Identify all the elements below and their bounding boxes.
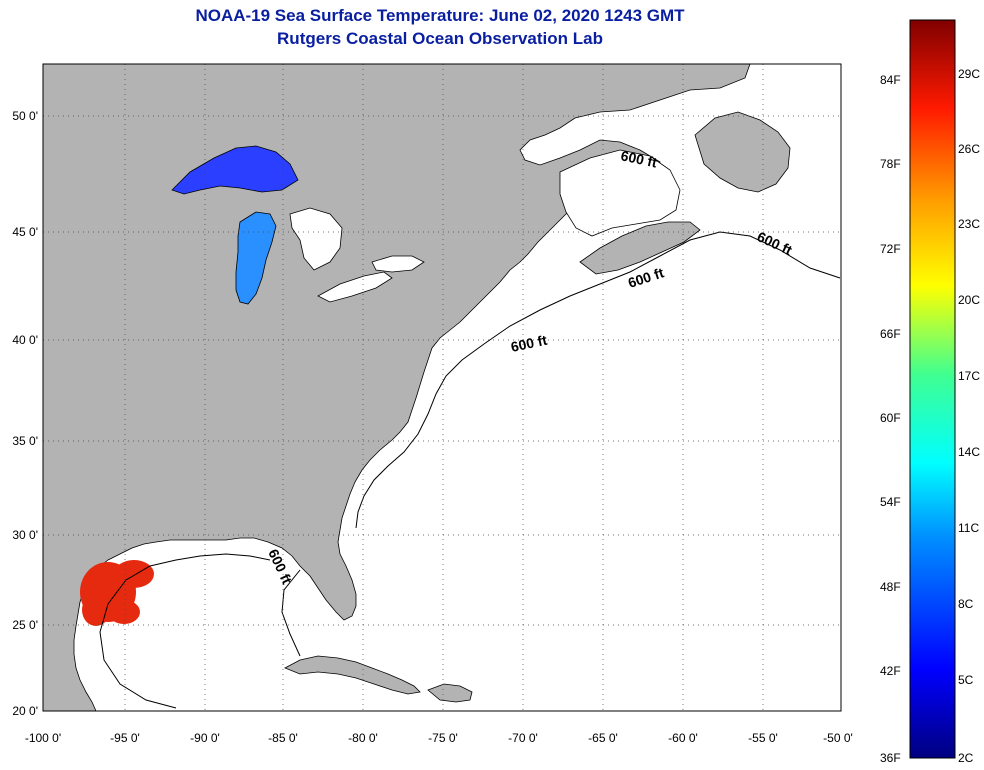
land-hispaniola (427, 683, 473, 703)
c-label-8: 8C (958, 597, 974, 611)
contour-label-1: 600 ft (619, 147, 658, 170)
lon-label-95: -95 0' (110, 731, 140, 745)
lat-label-40: 40 0' (12, 333, 38, 347)
map-subtitle: Rutgers Coastal Ocean Observation Lab (277, 29, 603, 48)
c-label-14: 14C (958, 445, 980, 459)
f-label-54: 54F (880, 495, 901, 509)
lon-label-100: -100 0' (25, 731, 61, 745)
colorbar-fahrenheit-labels: 84F 78F 72F 66F 60F 54F 48F 42F 36F (880, 73, 901, 765)
f-label-78: 78F (880, 157, 901, 171)
lon-label-75: -75 0' (428, 731, 458, 745)
map-frame (42, 63, 842, 712)
lon-label-55: -55 0' (748, 731, 778, 745)
lon-label-80: -80 0' (348, 731, 378, 745)
lake-superior (171, 145, 299, 195)
f-label-42: 42F (880, 664, 901, 678)
lon-label-90: -90 0' (190, 731, 220, 745)
lat-label-30: 30 0' (12, 528, 38, 542)
f-label-66: 66F (880, 327, 901, 341)
sst-warm-patch (80, 560, 154, 626)
map-grid (43, 64, 841, 711)
bathymetry-contour-600ft (355, 231, 841, 529)
f-label-60: 60F (880, 411, 901, 425)
lake-michigan (235, 211, 277, 305)
lake-ontario (371, 255, 425, 273)
f-label-48: 48F (880, 580, 901, 594)
c-label-2: 2C (958, 751, 974, 765)
f-label-36: 36F (880, 751, 901, 765)
c-label-29: 29C (958, 67, 980, 81)
lat-label-35: 35 0' (12, 434, 38, 448)
lon-label-60: -60 0' (668, 731, 698, 745)
c-label-5: 5C (958, 673, 974, 687)
c-label-17: 17C (958, 369, 980, 383)
lake-erie (317, 271, 393, 303)
c-label-26: 26C (958, 142, 980, 156)
bathymetry-contour-gulf (99, 553, 301, 709)
c-label-20: 20C (958, 293, 980, 307)
lat-label-20: 20 0' (12, 704, 38, 718)
lon-label-85: -85 0' (268, 731, 298, 745)
map-title: NOAA-19 Sea Surface Temperature: June 02… (195, 6, 685, 25)
land-nova-scotia (579, 221, 701, 275)
land-cuba (284, 655, 421, 695)
c-label-11: 11C (958, 521, 979, 535)
lon-label-70: -70 0' (508, 731, 538, 745)
lake-huron (289, 207, 343, 271)
lat-axis: 50 0' 45 0' 40 0' 35 0' 30 0' 25 0' 20 0… (12, 109, 38, 718)
contour-label-4: 600 ft (509, 332, 548, 355)
f-label-84: 84F (880, 73, 901, 87)
lon-label-50: -50 0' (823, 731, 853, 745)
lat-label-25: 25 0' (12, 618, 38, 632)
colorbar-celsius-labels: 29C 26C 23C 20C 17C 14C 11C 8C 5C 2C (958, 67, 980, 765)
c-label-23: 23C (958, 217, 980, 231)
f-label-72: 72F (880, 242, 901, 256)
lat-label-50: 50 0' (12, 109, 38, 123)
land-newfoundland (694, 111, 791, 193)
lon-label-65: -65 0' (588, 731, 618, 745)
colorbar (909, 19, 956, 759)
land-north-america (43, 64, 751, 711)
lat-label-45: 45 0' (12, 225, 38, 239)
water-st-lawrence (559, 149, 681, 237)
lon-axis: -100 0' -95 0' -90 0' -85 0' -80 0' -75 … (25, 731, 853, 745)
